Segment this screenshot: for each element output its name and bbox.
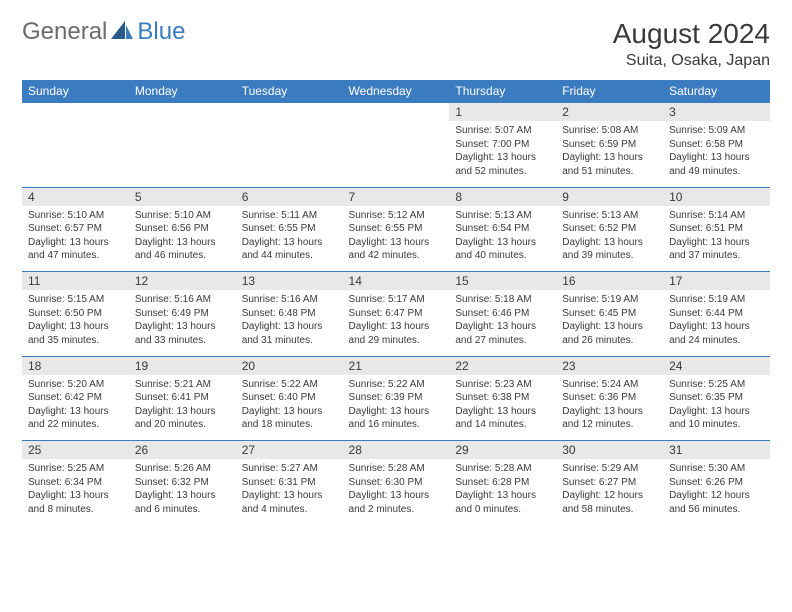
day-detail-cell: [236, 121, 343, 187]
day-detail-cell: Sunrise: 5:10 AMSunset: 6:57 PMDaylight:…: [22, 206, 129, 272]
day-number-cell: [236, 103, 343, 122]
day-number-row: 18192021222324: [22, 356, 770, 375]
day-detail-row: Sunrise: 5:15 AMSunset: 6:50 PMDaylight:…: [22, 290, 770, 356]
day-detail-cell: Sunrise: 5:27 AMSunset: 6:31 PMDaylight:…: [236, 459, 343, 525]
day-detail-cell: Sunrise: 5:28 AMSunset: 6:30 PMDaylight:…: [343, 459, 450, 525]
day-number-row: 25262728293031: [22, 441, 770, 460]
weekday-header: Friday: [556, 80, 663, 103]
day-detail-cell: Sunrise: 5:22 AMSunset: 6:39 PMDaylight:…: [343, 375, 450, 441]
day-detail-cell: Sunrise: 5:19 AMSunset: 6:44 PMDaylight:…: [663, 290, 770, 356]
day-number-cell: 29: [449, 441, 556, 460]
day-number-cell: 11: [22, 272, 129, 291]
day-number-cell: 1: [449, 103, 556, 122]
day-detail-cell: Sunrise: 5:18 AMSunset: 6:46 PMDaylight:…: [449, 290, 556, 356]
day-number-cell: 21: [343, 356, 450, 375]
day-number-cell: 4: [22, 187, 129, 206]
day-detail-cell: Sunrise: 5:07 AMSunset: 7:00 PMDaylight:…: [449, 121, 556, 187]
day-number-cell: 25: [22, 441, 129, 460]
day-detail-cell: Sunrise: 5:22 AMSunset: 6:40 PMDaylight:…: [236, 375, 343, 441]
day-number-cell: [343, 103, 450, 122]
day-detail-cell: Sunrise: 5:25 AMSunset: 6:35 PMDaylight:…: [663, 375, 770, 441]
calendar-body: 123Sunrise: 5:07 AMSunset: 7:00 PMDaylig…: [22, 103, 770, 526]
calendar-head: SundayMondayTuesdayWednesdayThursdayFrid…: [22, 80, 770, 103]
day-number-cell: 24: [663, 356, 770, 375]
day-number-cell: 16: [556, 272, 663, 291]
day-number-cell: 7: [343, 187, 450, 206]
logo-text-blue: Blue: [137, 18, 185, 46]
day-number-row: 11121314151617: [22, 272, 770, 291]
day-number-cell: 20: [236, 356, 343, 375]
day-number-cell: 17: [663, 272, 770, 291]
weekday-header: Saturday: [663, 80, 770, 103]
day-number-cell: [22, 103, 129, 122]
weekday-header: Sunday: [22, 80, 129, 103]
day-detail-cell: Sunrise: 5:30 AMSunset: 6:26 PMDaylight:…: [663, 459, 770, 525]
day-detail-cell: Sunrise: 5:21 AMSunset: 6:41 PMDaylight:…: [129, 375, 236, 441]
month-title: August 2024: [613, 18, 770, 50]
weekday-header: Thursday: [449, 80, 556, 103]
day-detail-cell: Sunrise: 5:14 AMSunset: 6:51 PMDaylight:…: [663, 206, 770, 272]
day-detail-cell: Sunrise: 5:23 AMSunset: 6:38 PMDaylight:…: [449, 375, 556, 441]
day-detail-cell: Sunrise: 5:20 AMSunset: 6:42 PMDaylight:…: [22, 375, 129, 441]
logo: General Blue: [22, 18, 185, 46]
day-number-cell: 3: [663, 103, 770, 122]
day-detail-row: Sunrise: 5:20 AMSunset: 6:42 PMDaylight:…: [22, 375, 770, 441]
title-block: August 2024 Suita, Osaka, Japan: [613, 18, 770, 70]
day-detail-cell: Sunrise: 5:26 AMSunset: 6:32 PMDaylight:…: [129, 459, 236, 525]
day-number-cell: 13: [236, 272, 343, 291]
day-detail-cell: Sunrise: 5:10 AMSunset: 6:56 PMDaylight:…: [129, 206, 236, 272]
day-detail-cell: Sunrise: 5:28 AMSunset: 6:28 PMDaylight:…: [449, 459, 556, 525]
weekday-header: Wednesday: [343, 80, 450, 103]
day-number-row: 123: [22, 103, 770, 122]
day-number-cell: 10: [663, 187, 770, 206]
day-detail-cell: Sunrise: 5:13 AMSunset: 6:52 PMDaylight:…: [556, 206, 663, 272]
day-detail-cell: Sunrise: 5:11 AMSunset: 6:55 PMDaylight:…: [236, 206, 343, 272]
day-number-cell: 14: [343, 272, 450, 291]
day-number-cell: 22: [449, 356, 556, 375]
day-number-cell: [129, 103, 236, 122]
day-number-cell: 27: [236, 441, 343, 460]
day-detail-cell: Sunrise: 5:09 AMSunset: 6:58 PMDaylight:…: [663, 121, 770, 187]
day-detail-cell: Sunrise: 5:19 AMSunset: 6:45 PMDaylight:…: [556, 290, 663, 356]
day-number-cell: 15: [449, 272, 556, 291]
weekday-header: Tuesday: [236, 80, 343, 103]
day-detail-cell: [22, 121, 129, 187]
calendar-table: SundayMondayTuesdayWednesdayThursdayFrid…: [22, 80, 770, 525]
day-number-cell: 19: [129, 356, 236, 375]
day-detail-cell: Sunrise: 5:16 AMSunset: 6:49 PMDaylight:…: [129, 290, 236, 356]
day-detail-cell: [129, 121, 236, 187]
day-number-cell: 18: [22, 356, 129, 375]
day-detail-row: Sunrise: 5:07 AMSunset: 7:00 PMDaylight:…: [22, 121, 770, 187]
day-detail-cell: Sunrise: 5:16 AMSunset: 6:48 PMDaylight:…: [236, 290, 343, 356]
day-number-cell: 28: [343, 441, 450, 460]
day-number-cell: 26: [129, 441, 236, 460]
day-number-cell: 12: [129, 272, 236, 291]
day-detail-cell: Sunrise: 5:08 AMSunset: 6:59 PMDaylight:…: [556, 121, 663, 187]
day-detail-row: Sunrise: 5:25 AMSunset: 6:34 PMDaylight:…: [22, 459, 770, 525]
day-number-cell: 8: [449, 187, 556, 206]
weekday-header: Monday: [129, 80, 236, 103]
day-detail-cell: Sunrise: 5:29 AMSunset: 6:27 PMDaylight:…: [556, 459, 663, 525]
day-number-row: 45678910: [22, 187, 770, 206]
day-detail-cell: Sunrise: 5:13 AMSunset: 6:54 PMDaylight:…: [449, 206, 556, 272]
day-detail-row: Sunrise: 5:10 AMSunset: 6:57 PMDaylight:…: [22, 206, 770, 272]
day-detail-cell: Sunrise: 5:25 AMSunset: 6:34 PMDaylight:…: [22, 459, 129, 525]
day-number-cell: 31: [663, 441, 770, 460]
day-detail-cell: Sunrise: 5:17 AMSunset: 6:47 PMDaylight:…: [343, 290, 450, 356]
logo-text-general: General: [22, 18, 107, 46]
day-number-cell: 5: [129, 187, 236, 206]
day-number-cell: 6: [236, 187, 343, 206]
logo-sail-icon: [111, 21, 133, 39]
day-detail-cell: Sunrise: 5:12 AMSunset: 6:55 PMDaylight:…: [343, 206, 450, 272]
location: Suita, Osaka, Japan: [613, 52, 770, 70]
day-number-cell: 30: [556, 441, 663, 460]
day-detail-cell: Sunrise: 5:15 AMSunset: 6:50 PMDaylight:…: [22, 290, 129, 356]
day-number-cell: 23: [556, 356, 663, 375]
header: General Blue August 2024 Suita, Osaka, J…: [22, 18, 770, 70]
day-detail-cell: Sunrise: 5:24 AMSunset: 6:36 PMDaylight:…: [556, 375, 663, 441]
day-number-cell: 2: [556, 103, 663, 122]
day-detail-cell: [343, 121, 450, 187]
day-number-cell: 9: [556, 187, 663, 206]
